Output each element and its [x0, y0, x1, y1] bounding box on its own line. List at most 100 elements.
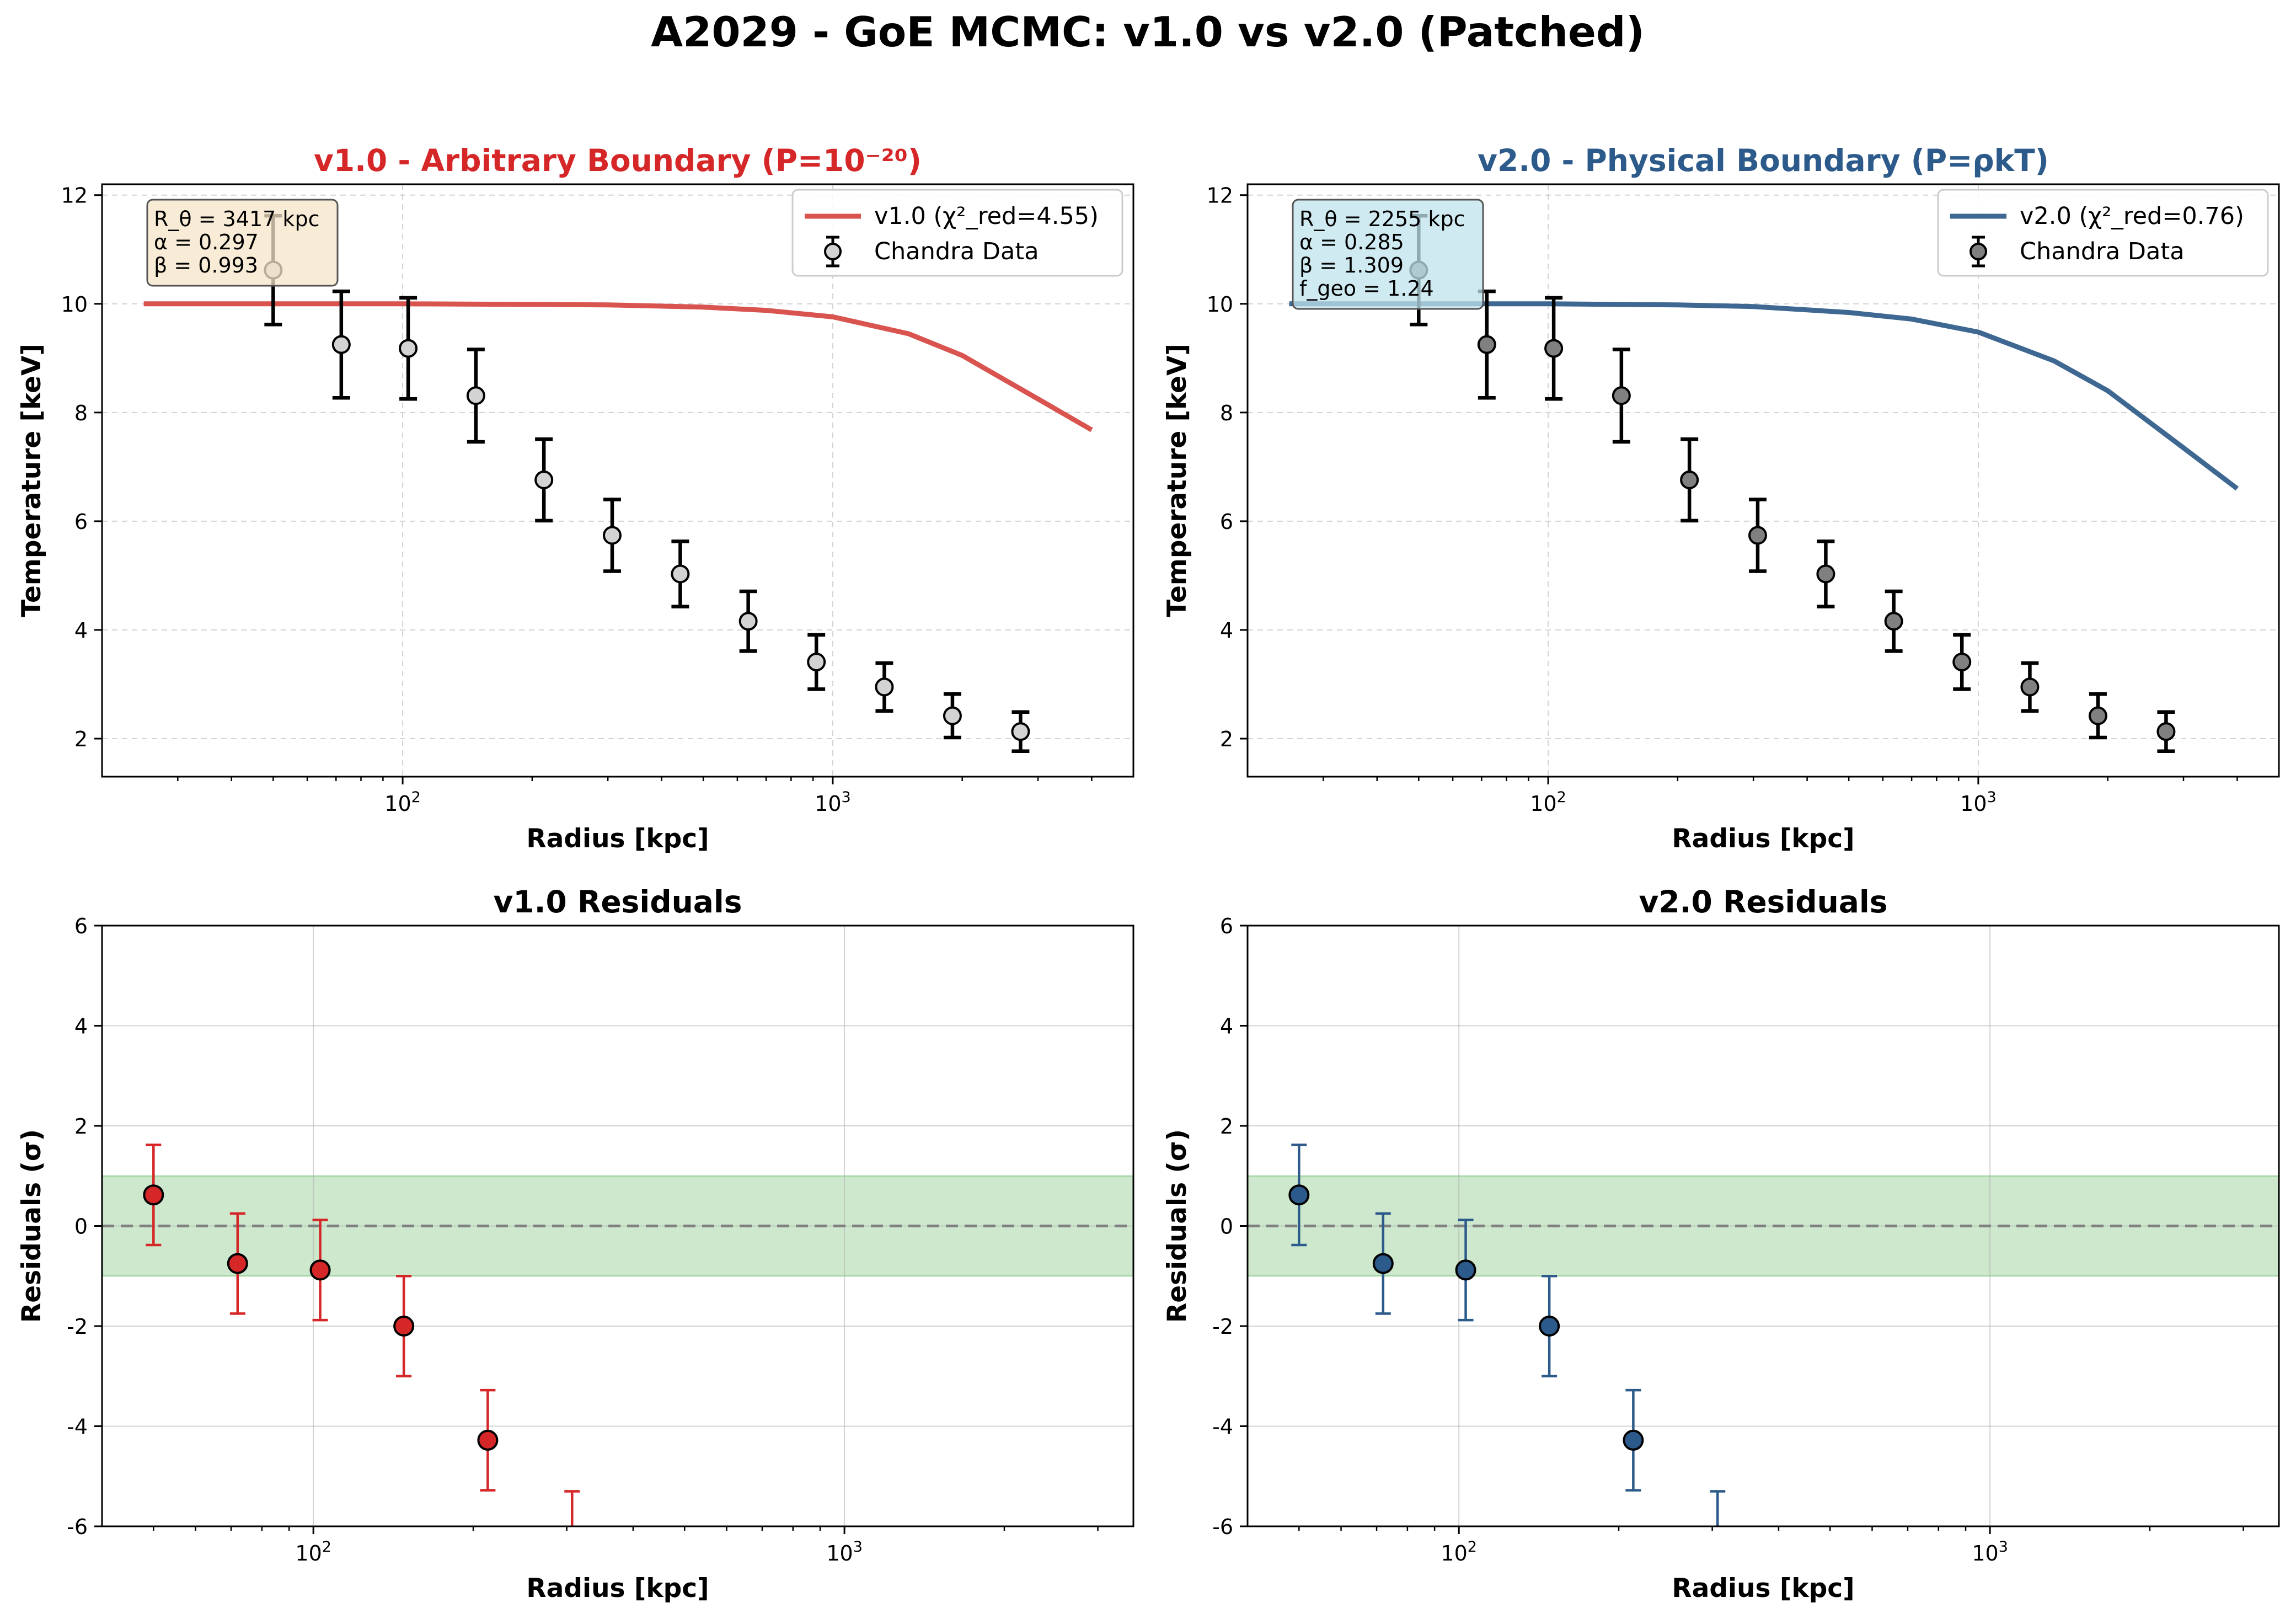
y-tick-label: 12: [1207, 184, 1233, 208]
plot-area: [102, 926, 1133, 1526]
legend-marker: [824, 243, 842, 260]
param-line: R_θ = 2255 kpc: [1299, 207, 1465, 231]
y-tick-label: 2: [1220, 1114, 1233, 1139]
data-marker: [1539, 1316, 1560, 1337]
panel-title: v2.0 Residuals: [1639, 884, 1888, 920]
data-marker: [671, 564, 690, 584]
plot-area: [1248, 926, 2279, 1526]
param-line: R_θ = 3417 kpc: [154, 207, 319, 231]
panels: 2 4 6 8 10 12 102 103 Radius [kpc] Temperature [k…: [17, 143, 2280, 1604]
data-point: [1539, 1275, 1560, 1377]
legend-frame: [1937, 189, 2269, 277]
y-tick-label: 2: [74, 1114, 88, 1139]
legend-data-label: Chandra Data: [874, 238, 1039, 265]
panel-title: v2.0 - Physical Boundary (P=ρkT): [1478, 143, 2049, 178]
data-marker: [602, 526, 622, 545]
y-tick-label: 6: [1220, 510, 1233, 534]
data-marker: [477, 1429, 499, 1451]
data-point: [943, 692, 962, 740]
data-marker: [227, 1253, 248, 1274]
data-marker: [1477, 335, 1496, 354]
data-marker: [2020, 677, 2040, 697]
legend: v2.0 (χ²_red=0.76) Chandra Data: [1937, 189, 2269, 277]
y-tick-label: 8: [1220, 401, 1233, 425]
y-tick-label: 12: [61, 184, 88, 208]
y-axis-label: Temperature [keV]: [17, 344, 47, 617]
plot-area: [102, 184, 1133, 777]
data-marker: [1952, 653, 1972, 672]
param-box-frame: [1292, 199, 1484, 310]
data-point: [1748, 498, 1767, 573]
data-marker: [1288, 1184, 1310, 1206]
data-point: [1710, 1490, 1726, 1526]
legend-data-label: Chandra Data: [2020, 238, 2185, 265]
y-tick-label: 2: [1220, 727, 1233, 751]
legend: v1.0 (χ²_red=4.55) Chandra Data: [791, 189, 1123, 277]
data-marker: [875, 677, 894, 697]
data-point: [1288, 1144, 1310, 1247]
axes-frame: [101, 183, 1134, 778]
param-line: f_geo = 1.24: [1299, 276, 1434, 301]
y-tick-label: 4: [74, 618, 88, 643]
panel-v2-residuals: -6 -4 -2 0 2 4 6 102 103 Radius [kpc] Residuals (σ…: [1162, 884, 2280, 1604]
x-tick-label: 102: [1530, 789, 1566, 816]
data-point: [1680, 437, 1699, 523]
y-tick-label: 6: [1220, 914, 1233, 938]
data-point: [1612, 348, 1631, 444]
y-tick-label: 4: [1220, 1014, 1233, 1039]
data-marker: [331, 335, 351, 354]
data-marker: [143, 1184, 164, 1206]
y-axis-label: Temperature [keV]: [1162, 344, 1192, 617]
y-tick-label: 6: [74, 914, 88, 938]
x-tick-label: 102: [295, 1538, 331, 1565]
data-marker: [466, 386, 485, 405]
data-point: [466, 348, 485, 444]
data-marker: [399, 339, 418, 358]
x-tick-label: 102: [384, 789, 421, 816]
data-point: [1477, 289, 1496, 400]
data-marker: [738, 612, 758, 631]
x-tick-label: 103: [1972, 1538, 2008, 1565]
data-marker: [393, 1316, 415, 1337]
data-point: [534, 437, 554, 523]
param-line: α = 0.297: [154, 230, 259, 254]
x-tick-label: 102: [1441, 1538, 1477, 1565]
param-box-frame: [146, 199, 339, 287]
y-tick-label: 0: [1220, 1215, 1233, 1239]
data-marker: [807, 653, 826, 672]
y-tick-label: 6: [74, 510, 88, 534]
axes-frame: [1246, 183, 2280, 778]
y-tick-label: 4: [74, 1014, 88, 1039]
y-tick-label: 10: [1207, 292, 1233, 317]
data-point: [309, 1219, 331, 1322]
data-point: [477, 1388, 499, 1492]
data-point: [2156, 710, 2176, 753]
data-point: [393, 1275, 415, 1377]
data-marker: [1011, 722, 1030, 741]
data-marker: [1372, 1253, 1394, 1274]
data-point: [331, 289, 351, 400]
param-line: α = 0.285: [1299, 230, 1404, 254]
x-axis-label: Radius [kpc]: [526, 1573, 709, 1604]
y-tick-label: 4: [1220, 618, 1233, 643]
y-tick-label: -6: [1212, 1515, 1233, 1539]
data-point: [1455, 1219, 1476, 1322]
data-point: [738, 589, 758, 653]
y-tick-label: 2: [74, 727, 88, 751]
legend-model-label: v1.0 (χ²_red=4.55): [874, 202, 1099, 230]
data-marker: [2156, 722, 2176, 741]
x-tick-label: 103: [826, 1538, 863, 1565]
param-line: β = 1.309: [1299, 253, 1404, 277]
data-marker: [2088, 706, 2107, 725]
y-tick-label: 8: [74, 401, 88, 425]
panel-v1-residuals: -6 -4 -2 0 2 4 6 102 103 Radius [kpc] Residuals (σ…: [17, 884, 1134, 1604]
y-tick-label: -2: [1212, 1315, 1233, 1339]
data-point: [1544, 296, 1564, 401]
panel-v2-profile: 2 4 6 8 10 12 102 103 Radius [kpc] Temperature [k…: [1162, 143, 2280, 854]
data-point: [1884, 589, 1903, 653]
data-marker: [1612, 386, 1631, 405]
data-marker: [1884, 612, 1903, 631]
data-marker: [1680, 471, 1699, 490]
model-line: [143, 301, 1093, 432]
